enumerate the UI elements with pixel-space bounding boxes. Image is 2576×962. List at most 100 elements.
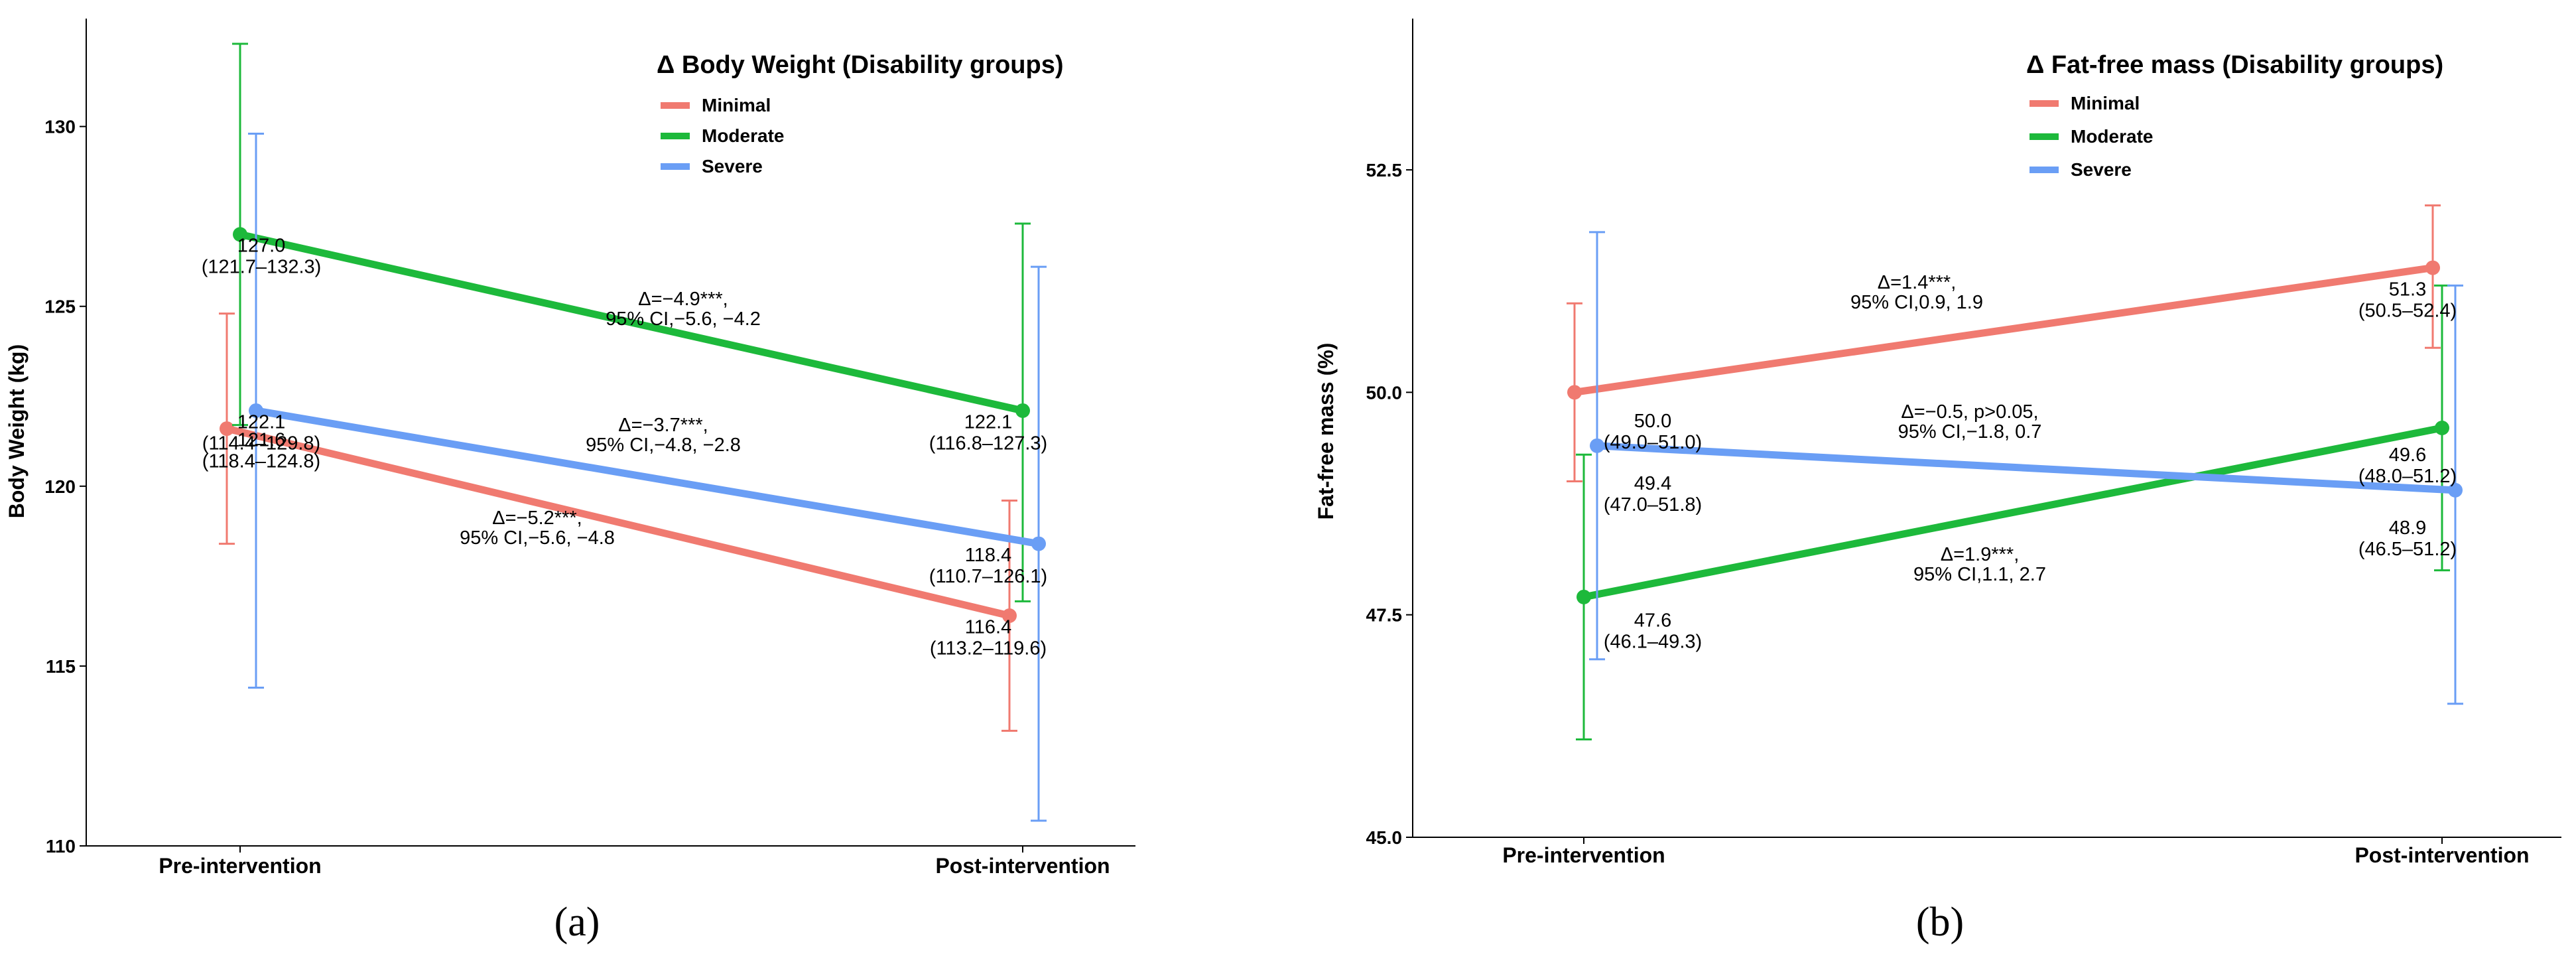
legend-label-severe: Severe [2071,159,2132,180]
data-point-minimal [220,421,234,437]
delta-annotation-line: 95% CI,−5.6, −4.2 [606,309,761,330]
data-point-moderate [1015,403,1030,418]
y-tick-label: 115 [46,656,76,677]
point-label-line: (114.4–129.8) [202,433,320,454]
delta-annotation-severe: Δ=−0.5, p>0.05, 95% CI,−1.8, 0.7 [1898,401,2042,443]
point-label-line: (46.5–51.2) [2358,539,2457,560]
legend-label-moderate: Moderate [2071,126,2153,147]
point-label-severe: 49.4 (47.0–51.8) [1604,473,1702,515]
point-label-line: 122.1 [964,411,1013,433]
y-axis-title: Body Weight (kg) [5,344,29,519]
y-tick-label: 125 [44,297,76,317]
y-tick-label: 110 [46,836,76,857]
x-tick-label: Post-intervention [2354,843,2529,867]
y-tick-label: 45.0 [1366,827,1403,848]
chart-panel-b: 45.0 47.5 50.0 52.5 Pre-intervention Post-int… [1314,19,2561,945]
y-axis-title: Fat-free mass (%) [1314,343,1338,520]
point-label-line: (49.0–51.0) [1604,432,1702,453]
point-label-line: (113.2–119.6) [930,638,1047,659]
point-label-line: 118.4 [965,545,1011,566]
panel-label: (a) [554,900,600,945]
y-tick-label: 50.0 [1366,382,1403,403]
point-label-line: (50.5–52.4) [2358,301,2457,322]
point-label-severe: 122.1 (114.4–129.8) [202,411,320,454]
y-tick-label: 47.5 [1366,605,1403,626]
data-point-moderate [233,227,247,242]
data-point-minimal [2425,260,2440,275]
delta-annotation-line: Δ=−3.7***, [618,415,708,436]
delta-annotation-minimal: Δ=1.4***, 95% CI,0.9, 1.9 [1850,272,1983,313]
point-label-line: 51.3 [2389,279,2426,301]
point-label-line: (46.1–49.3) [1604,632,1702,653]
series-line-moderate [239,230,1024,415]
point-label-minimal: 51.3 (50.5–52.4) [2358,279,2457,322]
legend: Δ Body Weight (Disability groups) Minimal… [657,51,1064,176]
delta-annotation-line: 95% CI,−1.8, 0.7 [1898,421,2042,443]
legend: Δ Fat-free mass (Disability groups) Minim… [2026,51,2443,180]
delta-annotation-line: 95% CI,−5.6, −4.8 [460,527,615,549]
x-tick-label: Pre-intervention [159,854,321,878]
series-line-minimal [225,425,1011,620]
series-line-minimal [1574,264,2433,396]
series-line-moderate [1582,424,2443,601]
delta-annotation-line: Δ=1.9***, [1941,544,2020,565]
y-tick-label: 130 [44,117,76,137]
point-label-moderate: 127.0 (121.7–132.3) [202,236,322,278]
x-tick-label: Post-intervention [935,854,1110,878]
delta-annotation-line: Δ=1.4***, [1878,272,1957,293]
point-label-line: 49.4 [1634,473,1671,494]
legend-label-minimal: Minimal [702,95,771,115]
data-point-moderate [1577,589,1591,604]
data-point-severe [249,403,263,418]
data-point-severe [1590,438,1604,453]
delta-annotation-line: Δ=−5.2***, [492,508,582,529]
point-label-moderate: 49.6 (48.0–51.2) [2358,445,2457,487]
legend-title: Δ Fat-free mass (Disability groups) [2026,51,2443,79]
delta-annotation-line: Δ=−4.9***, [638,289,728,310]
point-label-line: 47.6 [1634,610,1671,632]
delta-annotation-moderate: Δ=−4.9***, 95% CI,−5.6, −4.2 [606,289,761,330]
point-label-line: (116.8–127.3) [929,433,1047,454]
delta-annotation-line: 95% CI,−4.8, −2.8 [586,435,741,456]
delta-annotation-severe: Δ=−3.7***, 95% CI,−4.8, −2.8 [586,415,741,456]
legend-label-moderate: Moderate [702,125,784,146]
point-label-line: 127.0 [237,236,286,257]
point-label-line: 49.6 [2389,445,2426,466]
y-tick-label: 120 [44,476,76,497]
point-label-severe: 118.4 (110.7–126.1) [929,545,1047,587]
point-label-moderate: 47.6 (46.1–49.3) [1604,610,1702,653]
data-point-minimal [1002,608,1017,624]
series-line-severe [255,407,1039,547]
point-label-moderate: 122.1 (116.8–127.3) [929,411,1047,454]
point-label-minimal: 116.4 (113.2–119.6) [930,616,1047,659]
legend-title: Δ Body Weight (Disability groups) [657,51,1064,79]
x-tick-label: Pre-intervention [1502,843,1665,867]
y-tick-label: 52.5 [1366,160,1403,180]
series-line-severe [1596,442,2456,494]
panel-label: (b) [1916,900,1964,945]
delta-annotation-line: Δ=−0.5, p>0.05, [1901,401,2038,423]
point-label-line: (121.7–132.3) [202,257,322,278]
legend-label-minimal: Minimal [2071,93,2140,113]
point-label-line: (47.0–51.8) [1604,494,1702,515]
delta-annotation-line: 95% CI,1.1, 2.7 [1913,564,2046,585]
point-label-line: 48.9 [2389,517,2426,539]
data-point-moderate [2435,421,2449,435]
delta-annotation-moderate: Δ=1.9***, 95% CI,1.1, 2.7 [1913,544,2046,585]
data-point-minimal [1567,385,1582,400]
data-point-severe [1031,536,1046,551]
point-label-severe: 48.9 (46.5–51.2) [2358,517,2457,560]
chart-panel-a: 110 115 120 125 130 Pre-intervention Post-inte… [5,19,1135,945]
legend-label-severe: Severe [702,156,763,176]
point-label-line: 121.6 [237,429,286,450]
point-label-minimal: 50.0 (49.0–51.0) [1604,411,1702,453]
data-point-severe [2448,482,2463,498]
point-label-line: 50.0 [1634,411,1671,432]
point-label-line: (118.4–124.8) [202,450,320,472]
delta-annotation-line: 95% CI,0.9, 1.9 [1850,292,1983,313]
point-label-line: (110.7–126.1) [929,566,1047,587]
point-label-minimal: 121.6 (118.4–124.8) [202,429,320,472]
delta-annotation-minimal: Δ=−5.2***, 95% CI,−5.6, −4.8 [460,508,615,549]
point-label-line: 122.1 [237,411,286,433]
